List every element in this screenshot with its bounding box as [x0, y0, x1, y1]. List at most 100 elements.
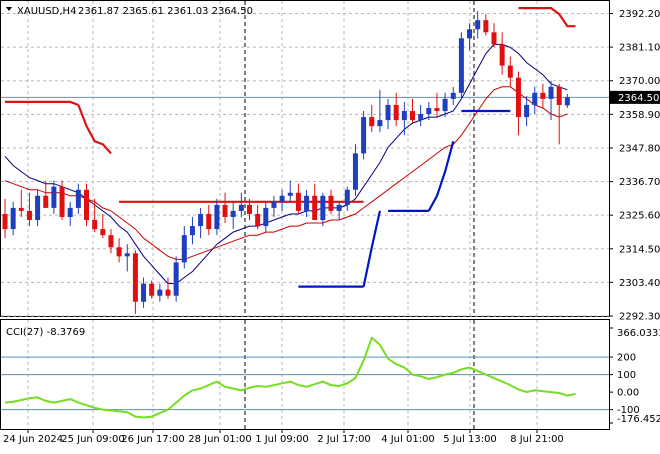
- candle[interactable]: [434, 92, 440, 118]
- candle[interactable]: [458, 32, 464, 99]
- candle-body: [222, 204, 228, 217]
- candle[interactable]: [475, 11, 481, 39]
- candle[interactable]: [263, 201, 269, 233]
- candle-body: [271, 201, 277, 208]
- candles[interactable]: [2, 11, 570, 314]
- candle[interactable]: [222, 192, 228, 224]
- candle[interactable]: [181, 226, 187, 269]
- candle[interactable]: [320, 192, 326, 227]
- candle[interactable]: [59, 180, 65, 221]
- session-separators: [244, 1, 475, 429]
- symbol-label: XAUUSD,H4: [17, 6, 76, 17]
- candle[interactable]: [238, 192, 244, 217]
- candle[interactable]: [10, 201, 16, 236]
- candle[interactable]: [287, 180, 293, 202]
- candle-body: [84, 189, 89, 221]
- candle-body: [499, 44, 505, 66]
- price-tick-label: 2347.80: [619, 143, 660, 154]
- candle-body: [548, 86, 554, 99]
- trailing-stop-blue: [427, 141, 455, 212]
- candle[interactable]: [67, 201, 73, 227]
- candle[interactable]: [426, 101, 432, 121]
- candle-body: [377, 120, 383, 127]
- candle[interactable]: [271, 195, 277, 217]
- candle[interactable]: [515, 71, 521, 136]
- candle[interactable]: [255, 204, 261, 230]
- candle[interactable]: [173, 256, 179, 302]
- candle[interactable]: [410, 98, 415, 124]
- candle[interactable]: [369, 104, 375, 133]
- candle-body: [206, 213, 212, 230]
- candle[interactable]: [312, 183, 318, 221]
- candle[interactable]: [149, 280, 155, 299]
- candle[interactable]: [141, 277, 147, 308]
- candle[interactable]: [344, 186, 350, 211]
- candle[interactable]: [467, 23, 473, 51]
- candle[interactable]: [206, 204, 212, 236]
- candle[interactable]: [483, 14, 489, 36]
- candle[interactable]: [43, 180, 49, 208]
- trailing-stop-red: [5, 100, 79, 107]
- time-tick-label: 5 Jul 13:00: [443, 434, 497, 445]
- dropdown-triangle-icon[interactable]: [6, 7, 12, 11]
- candle[interactable]: [450, 86, 456, 105]
- candle-body: [198, 213, 204, 227]
- candle[interactable]: [442, 92, 448, 118]
- candle[interactable]: [336, 201, 342, 221]
- candle[interactable]: [116, 238, 122, 263]
- candle[interactable]: [35, 189, 41, 227]
- candle[interactable]: [214, 198, 220, 236]
- candle[interactable]: [124, 244, 130, 272]
- candle[interactable]: [18, 189, 24, 217]
- time-tick-label: 1 Jul 09:00: [255, 434, 309, 445]
- candle-body: [255, 213, 261, 227]
- price-tick-label: 2314.50: [619, 244, 660, 255]
- candle[interactable]: [377, 89, 383, 133]
- candle[interactable]: [564, 94, 570, 108]
- candle-body: [328, 195, 334, 211]
- candle[interactable]: [75, 183, 81, 214]
- candle[interactable]: [524, 95, 530, 127]
- candle[interactable]: [247, 198, 252, 221]
- candle[interactable]: [393, 92, 399, 127]
- candle[interactable]: [230, 201, 236, 230]
- candle[interactable]: [279, 189, 285, 211]
- candle[interactable]: [26, 192, 32, 227]
- candle[interactable]: [84, 183, 89, 227]
- candle[interactable]: [540, 83, 546, 108]
- candle[interactable]: [548, 80, 554, 121]
- candle[interactable]: [532, 86, 538, 115]
- candle[interactable]: [352, 144, 358, 196]
- candle[interactable]: [507, 56, 513, 87]
- candle[interactable]: [92, 198, 98, 233]
- candle[interactable]: [401, 101, 407, 136]
- candle[interactable]: [165, 277, 171, 299]
- candle[interactable]: [2, 198, 8, 239]
- candle[interactable]: [361, 111, 367, 160]
- current-price-tag: [610, 90, 660, 104]
- candle[interactable]: [499, 32, 505, 75]
- price-tick-label: 2358.90: [619, 110, 660, 121]
- candle[interactable]: [108, 229, 114, 254]
- candle[interactable]: [304, 189, 310, 217]
- candle[interactable]: [189, 216, 195, 245]
- candle[interactable]: [100, 213, 106, 239]
- candle[interactable]: [418, 104, 424, 127]
- time-tick-label: 28 Jun 01:00: [188, 434, 252, 445]
- candle[interactable]: [295, 183, 301, 214]
- candle[interactable]: [51, 180, 57, 214]
- candle[interactable]: [328, 189, 334, 214]
- candle[interactable]: [157, 283, 163, 302]
- candle[interactable]: [198, 207, 204, 239]
- candle-body: [230, 210, 236, 217]
- candle-body: [100, 229, 106, 236]
- candle-body: [385, 104, 391, 121]
- candle[interactable]: [556, 83, 562, 145]
- candle-body: [507, 65, 513, 78]
- candle-body: [287, 192, 293, 196]
- candle[interactable]: [491, 23, 497, 48]
- candle[interactable]: [132, 250, 138, 314]
- candle[interactable]: [385, 98, 391, 130]
